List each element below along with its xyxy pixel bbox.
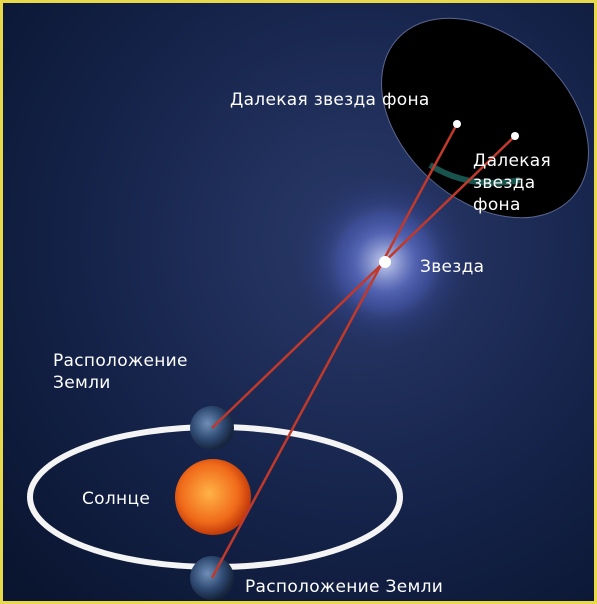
sight-line — [211, 135, 516, 429]
diagram-art — [3, 3, 594, 601]
sun — [175, 459, 251, 535]
far-star-label: Далекая звезда фона — [473, 151, 552, 215]
star-label: Звезда — [420, 257, 485, 277]
far-star — [511, 132, 519, 140]
far-star-label: Далекая звезда фона — [230, 90, 430, 110]
far-star — [453, 120, 461, 128]
sight-line — [210, 123, 459, 579]
star — [379, 256, 391, 268]
sun-label: Солнце — [82, 489, 151, 509]
nebula — [428, 162, 521, 186]
earth-position-label: Расположение Земли — [53, 351, 188, 393]
earth-position-label: Расположение Земли — [245, 577, 444, 597]
